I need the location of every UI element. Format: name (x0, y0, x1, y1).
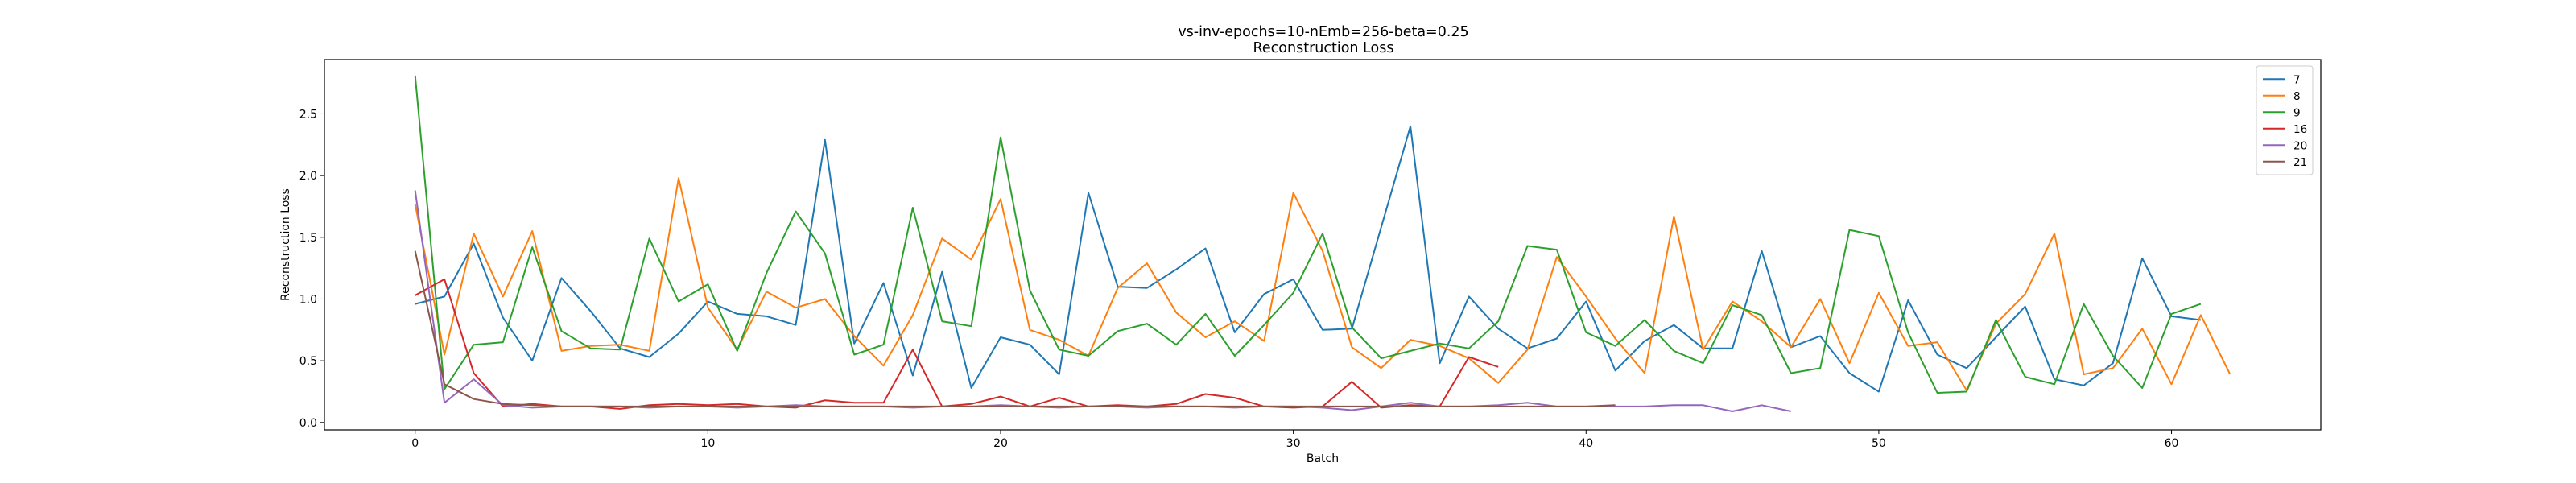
legend-label-8: 8 (2293, 90, 2301, 103)
series-lines-layer (414, 75, 2231, 412)
x-tick-label: 10 (700, 437, 715, 450)
legend-label-7: 7 (2293, 73, 2301, 86)
y-tick-label: 2.0 (299, 170, 317, 183)
series-line-9 (414, 75, 2202, 394)
y-tick-label: 1.0 (299, 293, 317, 306)
series-line-21 (414, 250, 1616, 407)
x-tick-label: 20 (993, 437, 1008, 450)
chart-subtitle: Reconstruction Loss (1253, 40, 1394, 56)
x-axis-label: Batch (1307, 452, 1339, 465)
series-line-8 (414, 177, 2231, 391)
legend-label-16: 16 (2293, 123, 2307, 136)
axes-layer: 0 10 20 30 40 50 60 0.0 0.5 1.0 1.5 2.0 2.5 (299, 108, 2179, 450)
legend-label-21: 21 (2293, 156, 2307, 169)
y-tick-label: 0.0 (299, 417, 317, 430)
plot-frame (324, 59, 2322, 431)
x-tick-label: 0 (411, 437, 419, 450)
x-tick-label: 50 (1872, 437, 1886, 450)
legend-label-20: 20 (2293, 139, 2307, 152)
y-tick-label: 1.5 (299, 232, 317, 245)
legend: 7 8 9 16 20 21 (2256, 65, 2314, 175)
legend-label-9: 9 (2293, 106, 2301, 119)
y-tick-label: 0.5 (299, 355, 317, 368)
chart-title: vs-inv-epochs=10-nEmb=256-beta=0.25 (1178, 24, 1468, 40)
x-tick-label: 60 (2165, 437, 2179, 450)
x-tick-label: 30 (1286, 437, 1301, 450)
y-tick-label: 2.5 (299, 108, 317, 121)
y-axis-label: Reconstruction Loss (279, 188, 292, 301)
legend-box (2256, 65, 2314, 175)
x-tick-label: 40 (1579, 437, 1593, 450)
